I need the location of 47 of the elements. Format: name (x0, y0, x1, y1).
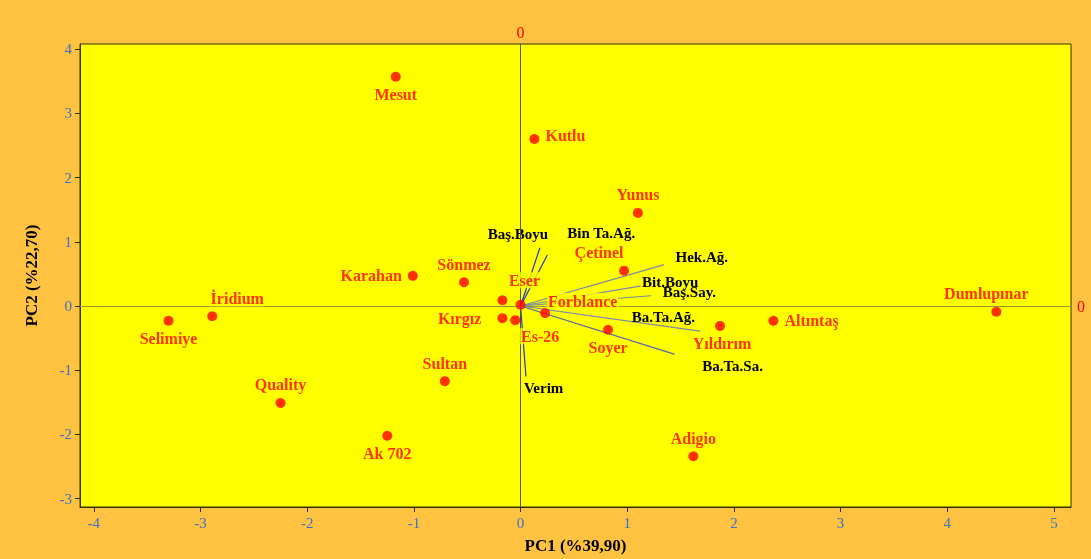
x-tick-label: -4 (87, 514, 101, 531)
data-label: Karahan (340, 267, 402, 285)
y-tick-label: 3 (64, 105, 72, 122)
y-tick-label: 0 (64, 298, 72, 314)
x-axis-title: PC1 (%39,90) (524, 536, 627, 555)
series-label: Ba.Ta.Ağ. (631, 309, 696, 326)
x-tick-label: 0 (516, 514, 525, 531)
data-label: Çetinel (574, 244, 625, 263)
y-tick-label: 1 (64, 233, 72, 250)
data-label: Sönmez (437, 255, 491, 273)
x-tick-label: -2 (300, 514, 314, 531)
series-label: Verim (523, 380, 564, 396)
y-tick-label: -3 (59, 490, 72, 507)
data-label: Yıldırım (692, 335, 753, 353)
series-label: Bin Ta.Ağ. (567, 225, 636, 242)
data-label: Adigio (670, 429, 717, 448)
x-tick-label: 3 (836, 514, 845, 531)
series-label: Hek.Ağ. (675, 248, 729, 265)
data-label: Ak 702 (362, 445, 412, 463)
y-tick-label: -1 (59, 362, 72, 379)
text: 0 (1077, 297, 1085, 315)
data-label: Soyer (588, 339, 628, 358)
y-tick-label: 2 (64, 169, 72, 186)
y-tick-label: -2 (59, 426, 72, 443)
data-label: Kırgız (437, 309, 482, 328)
data-label: Kutlu (545, 126, 586, 144)
data-label: Yunus (616, 186, 660, 204)
x-tick-label: -3 (194, 514, 207, 531)
data-label: Quality (254, 376, 307, 395)
data-label: Mesut (374, 86, 418, 104)
data-label: Forblance (548, 292, 618, 310)
data-label: Sultan (422, 354, 468, 372)
data-label: İridium (210, 288, 265, 307)
text: 0 (516, 23, 525, 41)
x-tick-label: 5 (1050, 514, 1058, 531)
data-label: Altıntaş (784, 312, 839, 331)
y-tick-label: 4 (64, 41, 73, 58)
x-tick-label: 4 (943, 514, 952, 531)
x-tick-label: -1 (407, 514, 421, 531)
data-label: Es-26 (521, 327, 560, 345)
series-label: Ba.Ta.Sa. (702, 358, 764, 375)
data-label: Eser (508, 271, 540, 289)
data-label: Selimiye (139, 330, 198, 349)
y-axis-title: PC2 (%22,70) (22, 224, 41, 327)
data-label: Dumlupınar (944, 285, 1029, 304)
x-tick-label: 1 (623, 514, 631, 531)
x-tick-label: 2 (730, 514, 738, 531)
